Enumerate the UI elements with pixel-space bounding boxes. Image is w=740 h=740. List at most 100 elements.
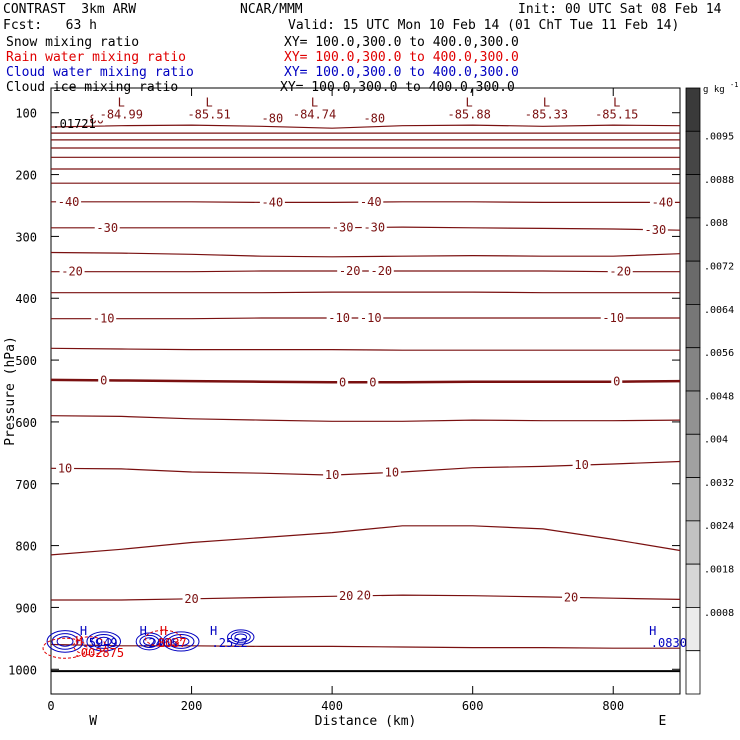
contour-label: 20 xyxy=(564,590,578,604)
contour-label: -10 xyxy=(328,311,350,325)
rain-contour xyxy=(42,637,88,659)
isotherm-13 xyxy=(50,347,680,351)
cloud-water-contour xyxy=(86,631,122,652)
contour-label: -30 xyxy=(332,221,354,235)
field-snow-xy: XY= 100.0,300.0 to 400.0,300.0 xyxy=(284,35,519,50)
org-label: NCAR/MMM xyxy=(240,2,303,17)
field-cloudwater-xy: XY= 100.0,300.0 to 400.0,300.0 xyxy=(284,65,519,80)
isotherm-14 xyxy=(50,378,681,384)
cloud-water-max-value: .2522 xyxy=(212,636,248,650)
contour-label-bg xyxy=(361,221,387,234)
cloud-water-max-value: .0830 xyxy=(651,636,687,650)
contour-label: -40 xyxy=(262,195,284,209)
isotherm-17 xyxy=(50,525,681,556)
contour-label: -20 xyxy=(61,265,83,279)
y-tick-label: 700 xyxy=(15,478,37,492)
contour-label: 20 xyxy=(357,589,371,603)
minimum-value: -84.74 xyxy=(293,108,336,122)
colorbar-level: .0056 xyxy=(704,348,734,359)
cloud-water-contour xyxy=(51,633,79,650)
contour-label: 10 xyxy=(325,468,339,482)
cloud-water-contour xyxy=(95,636,112,647)
y-tick-label: 300 xyxy=(15,230,37,244)
minimum-marker: L xyxy=(311,96,318,110)
colorbar-swatch xyxy=(685,520,701,565)
upper-contour-label: -80 xyxy=(262,111,284,125)
contour-label-bg xyxy=(607,265,633,278)
colorbar-swatch xyxy=(685,130,701,175)
x-tick-label: 800 xyxy=(602,699,624,713)
y-tick-label: 200 xyxy=(15,169,37,183)
contour-label: -30 xyxy=(363,220,385,234)
y-tick-label: 600 xyxy=(15,416,37,430)
upper-label-bg xyxy=(260,112,285,125)
colorbar-swatch xyxy=(685,563,701,608)
contour-label-bg xyxy=(56,195,82,208)
contour-label-bg xyxy=(562,591,581,604)
plot-frame xyxy=(50,87,681,695)
field-rain-xy: XY= 100.0,300.0 to 400.0,300.0 xyxy=(284,50,519,65)
y-tick-label: 100 xyxy=(15,107,37,121)
upper-contour-labels: -80 -80 -80.01721 xyxy=(52,111,387,131)
x-tick-label: 0 xyxy=(47,699,54,713)
colorbar-level: .0072 xyxy=(704,261,734,272)
contour-label-bg xyxy=(259,196,285,209)
contour-label-bg xyxy=(91,312,117,325)
x-tick-label: 200 xyxy=(181,699,203,713)
y-axis-label: Pressure (hPa) xyxy=(3,336,18,446)
field-cloudwater-name: Cloud water mixing ratio xyxy=(6,65,194,80)
upper-label-bg xyxy=(362,112,387,125)
contour-label: -40 xyxy=(58,195,80,209)
colorbar-level: .008 xyxy=(704,218,728,229)
rain-max-value: 8037 xyxy=(158,636,187,650)
contour-label-bg xyxy=(337,590,356,603)
cloud-water-max-marker: H xyxy=(140,624,147,638)
contour-label-bg xyxy=(56,462,75,475)
rain-max-value: .002875 xyxy=(74,646,125,660)
contour-label-bg xyxy=(337,376,349,389)
minimum-value-bg xyxy=(518,108,575,121)
minimum-value: -85.88 xyxy=(447,108,490,122)
contour-label: -30 xyxy=(96,221,118,235)
cloud-water-contour xyxy=(234,633,248,641)
contour-label: -10 xyxy=(602,311,624,325)
cloud-water-contour xyxy=(143,637,156,646)
cloud-water-max-marker: H xyxy=(80,624,87,638)
contour-label-bg xyxy=(382,466,401,479)
cloud-water-contour xyxy=(139,634,160,648)
colorbar-level: .0018 xyxy=(704,564,734,575)
contour-label-bg xyxy=(323,469,342,482)
contour-label-bg xyxy=(337,265,363,278)
cloud-water-max-marker: H xyxy=(210,624,217,638)
contour-label: 0 xyxy=(339,375,346,389)
isotherm-9 xyxy=(50,251,681,258)
contour-label-bg xyxy=(354,589,373,602)
x-tick-label: 600 xyxy=(462,699,484,713)
cloud-water-contour xyxy=(162,631,200,652)
contour-label-bg xyxy=(611,375,623,388)
contour-label: 10 xyxy=(58,461,72,475)
colorbar-swatch xyxy=(685,390,701,435)
contour-label: -30 xyxy=(645,223,667,237)
rain-contour xyxy=(73,636,107,656)
y-tick-label: 900 xyxy=(15,601,37,615)
colorbar-swatch xyxy=(685,304,701,349)
colorbar-swatch xyxy=(685,347,701,392)
rain-max-marker: H xyxy=(76,634,83,648)
contour-label: -40 xyxy=(652,195,674,209)
contour-label-bg xyxy=(572,459,591,472)
isotherm-contours: -40 -40 -40 -40-30 -30 -30 -30-20 -20 -20 -20-10-… xyxy=(50,124,681,673)
contour-label: -20 xyxy=(370,264,392,278)
contour-label: -10 xyxy=(360,311,382,325)
minimum-marker: L xyxy=(543,96,550,110)
colorbar-level: .0008 xyxy=(704,608,734,619)
colorbar-swatch xyxy=(685,260,701,305)
minimum-value: -85.51 xyxy=(187,108,230,122)
isotherm-10 xyxy=(51,270,680,273)
colorbar-swatch xyxy=(685,477,701,522)
colorbar-level: .0048 xyxy=(704,391,734,402)
corner-value: .01721 xyxy=(52,117,95,131)
cloud-water-max-marker: H xyxy=(649,624,656,638)
contour-label-bg xyxy=(649,196,675,209)
